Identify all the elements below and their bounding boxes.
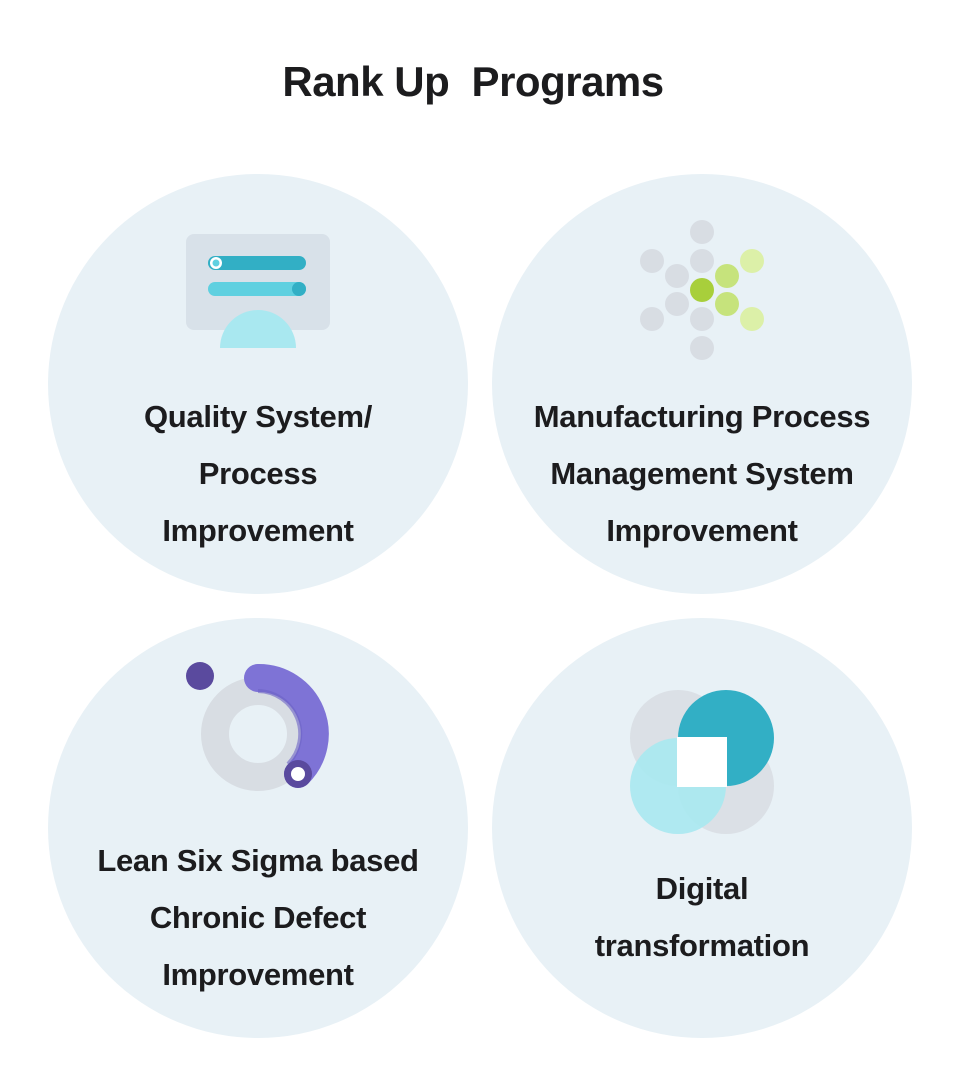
program-card-quality-system: Quality System/ Process Improvement [48, 174, 468, 594]
program-label: Quality System/ Process Improvement [143, 399, 373, 548]
donut-progress-icon [186, 662, 329, 791]
program-card-manufacturing-process: Manufacturing Process Management System … [492, 174, 912, 594]
program-label: Manufacturing Process Management System … [533, 399, 871, 548]
program-card-digital-transformation: Digital transformation [492, 618, 912, 1038]
program-label: Digital transformation [594, 871, 810, 963]
program-label: Lean Six Sigma based Chronic Defect Impr… [97, 843, 419, 992]
page-title: Rank Up Programs [282, 58, 664, 105]
overlapping-circles-icon [630, 690, 774, 834]
monitor-checklist-icon [186, 234, 330, 348]
dot-arrow-icon [640, 220, 764, 360]
program-card-lean-six-sigma: Lean Six Sigma based Chronic Defect Impr… [48, 618, 468, 1038]
